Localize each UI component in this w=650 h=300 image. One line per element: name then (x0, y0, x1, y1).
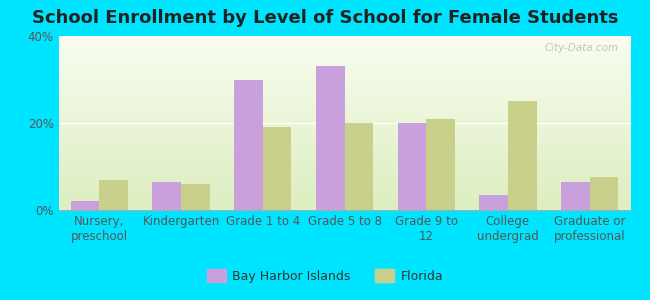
Bar (71, 201, 99, 210)
Bar (398, 123, 426, 210)
Text: School Enrollment by Level of School for Female Students: School Enrollment by Level of School for… (32, 9, 618, 27)
Bar (561, 182, 590, 210)
Bar (181, 184, 210, 210)
Bar (426, 119, 455, 210)
Bar (590, 177, 618, 210)
Bar (99, 179, 128, 210)
Bar (263, 127, 291, 210)
Legend: Bay Harbor Islands, Florida: Bay Harbor Islands, Florida (202, 264, 448, 288)
Bar (153, 182, 181, 210)
Bar (234, 80, 263, 210)
Bar (344, 123, 373, 210)
Bar (479, 195, 508, 210)
Text: City-Data.com: City-Data.com (545, 43, 619, 53)
Bar (316, 67, 344, 210)
Bar (508, 101, 536, 210)
